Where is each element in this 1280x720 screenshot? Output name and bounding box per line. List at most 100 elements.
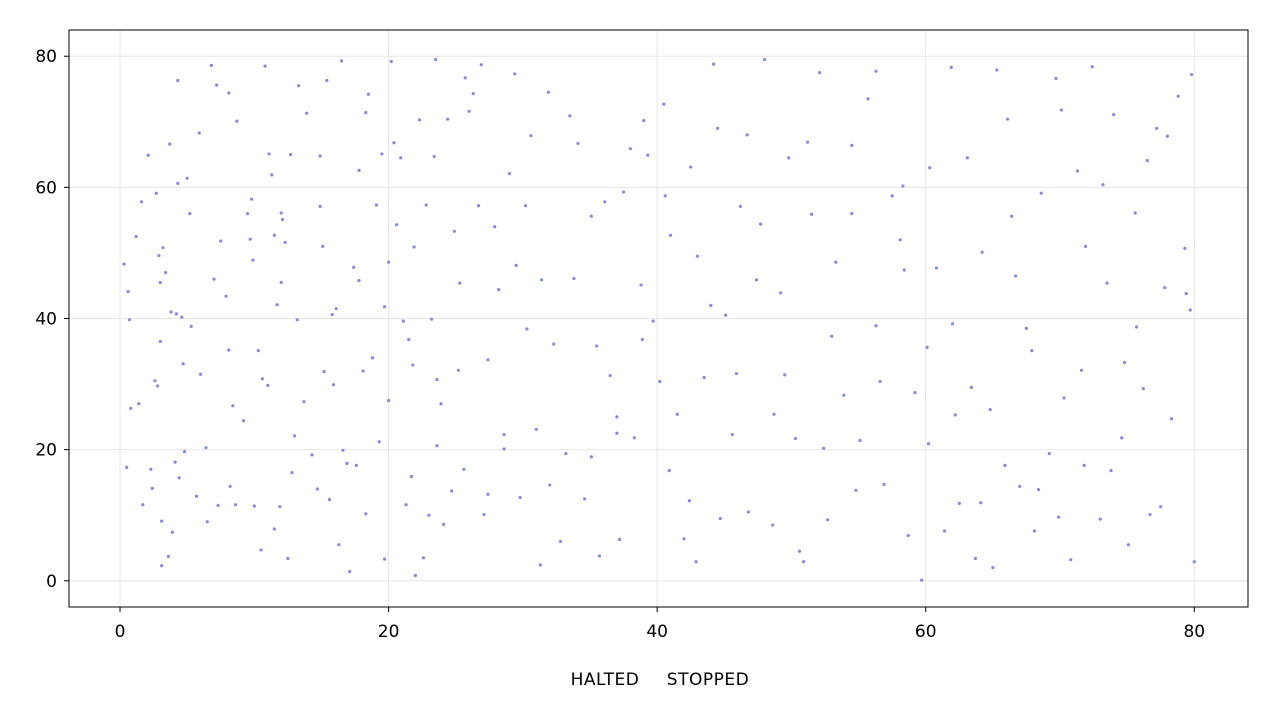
scatter-point <box>518 495 522 500</box>
scatter-point <box>241 419 246 423</box>
scatter-point <box>292 434 297 438</box>
scatter-point <box>161 246 165 250</box>
scatter-point <box>552 342 556 346</box>
scatter-point <box>352 265 356 269</box>
scatter-point <box>417 118 422 122</box>
scatter-point <box>525 327 529 331</box>
scatter-point <box>734 371 738 376</box>
scatter-point <box>250 197 254 201</box>
scatter-point <box>890 194 894 198</box>
scatter-point <box>366 92 371 96</box>
scatter-point <box>1083 244 1088 248</box>
scatter-point <box>290 470 294 475</box>
scatter-point <box>709 303 713 307</box>
scatter-point <box>279 211 283 215</box>
scatter-point <box>479 63 483 67</box>
scatter-point <box>758 222 763 226</box>
axes: 0 20 40 60 80 0 20 40 60 80 <box>35 47 1205 642</box>
scatter-point <box>150 486 154 490</box>
scatter-point <box>177 476 181 480</box>
scatter-point <box>651 319 655 323</box>
scatter-point <box>502 447 506 451</box>
scatter-point <box>386 398 391 403</box>
scatter-point <box>176 181 180 186</box>
scatter-point <box>715 126 720 130</box>
scatter-point <box>1039 191 1043 195</box>
scatter-point <box>980 250 984 254</box>
scatter-point <box>711 62 716 66</box>
scatter-point <box>141 503 145 507</box>
scatter-point <box>146 153 150 157</box>
scatter-point <box>442 522 446 526</box>
scatter-point <box>949 65 953 69</box>
scatter-point <box>310 453 314 457</box>
scatter-point <box>228 484 232 488</box>
scatter-point <box>646 153 650 157</box>
scatter-point <box>1148 512 1152 517</box>
scatter-point <box>615 415 619 419</box>
scatter-point <box>486 358 490 362</box>
scatter-point <box>1062 396 1066 400</box>
scatter-point <box>493 225 497 229</box>
scatter-point <box>412 245 416 249</box>
scatter-point <box>354 463 358 467</box>
scatter-point <box>339 59 344 63</box>
scatter-point <box>797 549 802 553</box>
scatter-point <box>597 554 602 558</box>
scatter-point <box>139 200 144 204</box>
scatter-point <box>576 141 580 146</box>
scatter-point <box>279 280 283 285</box>
scatter-point <box>357 278 361 283</box>
scatter-point <box>361 369 365 373</box>
scatter-point <box>928 166 932 170</box>
x-tick-label: 80 <box>1183 622 1205 642</box>
scatter-point <box>286 556 290 561</box>
scatter-point <box>1188 308 1192 312</box>
scatter-point <box>370 356 375 360</box>
scatter-point <box>689 165 693 169</box>
scatter-point <box>1145 158 1149 163</box>
status-halted: HALTED <box>571 670 640 690</box>
scatter-point <box>507 171 512 176</box>
scatter-point <box>546 90 550 94</box>
scatter-point <box>534 427 538 431</box>
scatter-point <box>209 63 213 68</box>
scatter-point <box>399 156 403 160</box>
scatter-point <box>745 133 749 137</box>
scatter-point <box>842 393 846 397</box>
scatter-point <box>318 154 322 158</box>
scatter-point <box>1155 126 1159 130</box>
scatter-point <box>348 569 352 574</box>
scatter-point <box>275 303 279 307</box>
scatter-point <box>1082 463 1086 467</box>
scatter-point <box>1090 65 1094 69</box>
scatter-point <box>628 147 632 151</box>
scatter-point <box>497 288 501 292</box>
scatter-point <box>901 184 905 188</box>
scatter-point <box>169 310 173 314</box>
scatter-point <box>809 212 814 216</box>
scatter-point <box>435 377 439 382</box>
scatter-point <box>882 482 886 486</box>
scatter-point <box>920 578 924 582</box>
scatter-point <box>854 488 858 492</box>
scatter-point <box>874 324 878 328</box>
scatter-point <box>787 156 791 160</box>
scatter-point <box>409 474 414 479</box>
x-tick-label: 20 <box>378 622 400 642</box>
scatter-point <box>382 557 387 561</box>
scatter-point <box>463 76 467 80</box>
scatter-point <box>589 214 593 218</box>
y-tick-label: 60 <box>35 178 57 198</box>
scatter-point <box>278 505 282 509</box>
scatter-point <box>754 278 759 282</box>
scatter-point <box>153 379 157 383</box>
y-tick-label: 40 <box>35 310 57 330</box>
scatter-point <box>694 560 698 564</box>
scatter-point <box>482 512 486 517</box>
scatter-point <box>404 503 408 507</box>
scatter-point <box>1010 214 1014 218</box>
y-tick-label: 20 <box>35 441 57 461</box>
scatter-point <box>204 446 208 450</box>
